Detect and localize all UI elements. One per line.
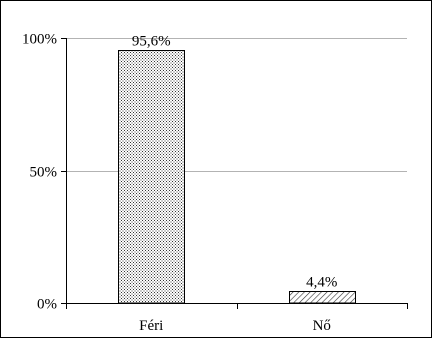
x-category-label-2: Nő xyxy=(313,318,331,334)
data-label-1: 95,6% xyxy=(132,34,171,50)
bars xyxy=(118,50,356,304)
gridlines xyxy=(66,38,407,172)
data-label-2: 4,4% xyxy=(306,275,337,291)
y-tick-label-100: 100% xyxy=(22,32,57,48)
y-tick-label-0: 0% xyxy=(37,297,57,313)
bar-2 xyxy=(289,291,356,304)
axes xyxy=(61,38,408,309)
x-category-label-1: Féri xyxy=(139,318,163,334)
bar-1 xyxy=(118,50,185,304)
labels: 0% 50% 100% 95,6% Féri 4,4% Nő xyxy=(22,32,337,335)
y-tick-label-50: 50% xyxy=(30,165,58,181)
